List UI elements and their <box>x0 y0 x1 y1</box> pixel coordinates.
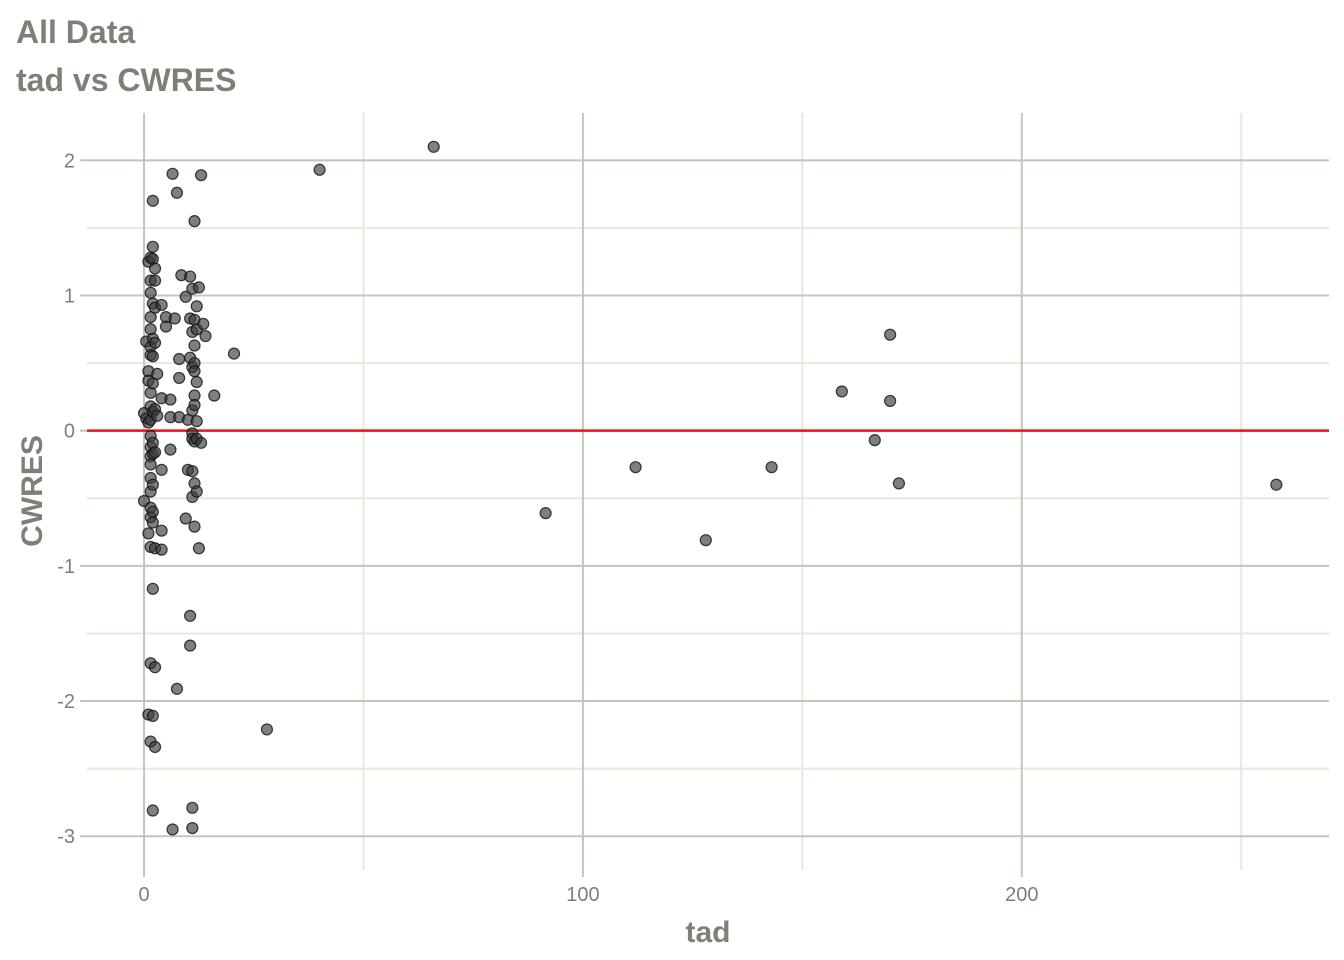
data-point <box>168 312 181 325</box>
data-point <box>146 478 159 491</box>
data-point <box>188 215 201 228</box>
data-point <box>884 394 897 408</box>
data-point <box>188 365 201 378</box>
data-point <box>190 485 203 498</box>
y-tick-label: -2 <box>57 691 75 713</box>
y-tick-label: 1 <box>64 285 75 307</box>
data-point <box>197 317 210 330</box>
data-point <box>166 167 179 180</box>
y-tick-label: 0 <box>64 421 75 443</box>
data-point <box>179 512 192 525</box>
data-point <box>164 393 177 406</box>
data-point <box>188 339 201 352</box>
data-point <box>868 434 881 447</box>
data-point <box>155 543 168 556</box>
data-point <box>148 262 162 275</box>
x-tick-label: 200 <box>1005 884 1038 906</box>
chart-title: All Data <box>16 14 136 50</box>
data-point <box>173 352 186 366</box>
data-point <box>148 740 162 754</box>
data-point <box>892 477 906 490</box>
data-point <box>190 375 203 389</box>
data-point <box>166 823 179 836</box>
x-tick-label: 0 <box>138 884 149 906</box>
data-point <box>148 336 162 349</box>
y-axis-title: CWRES <box>16 435 49 547</box>
data-point <box>155 463 168 476</box>
data-point <box>313 163 326 176</box>
major-gridlines <box>87 113 1329 870</box>
data-point <box>170 186 184 199</box>
data-point <box>184 609 197 622</box>
data-point <box>835 385 848 398</box>
data-point <box>146 709 159 722</box>
data-point <box>164 443 177 456</box>
data-point <box>155 524 168 537</box>
data-point <box>146 505 159 518</box>
data-point <box>144 286 157 299</box>
data-point <box>155 298 168 312</box>
x-tick-label: 100 <box>566 884 599 906</box>
data-point <box>151 367 164 380</box>
y-tick-label: 2 <box>64 150 75 172</box>
data-point <box>146 516 159 529</box>
data-point <box>148 274 162 287</box>
data-point <box>159 320 173 333</box>
data-point <box>170 682 184 695</box>
data-point <box>1270 478 1283 491</box>
data-point <box>146 350 159 363</box>
data-point <box>884 328 897 341</box>
data-point <box>146 582 159 595</box>
data-point <box>427 140 440 153</box>
data-point <box>188 398 201 412</box>
data-point <box>260 723 274 736</box>
chart-subtitle: tad vs CWRES <box>16 62 237 98</box>
data-point <box>144 458 157 471</box>
data-point <box>192 281 206 294</box>
data-point <box>208 389 221 402</box>
data-point <box>192 542 206 555</box>
y-tick-label: -3 <box>57 826 75 848</box>
data-point <box>190 415 203 428</box>
data-point <box>146 194 159 207</box>
data-point <box>227 347 241 360</box>
data-point <box>184 639 197 652</box>
data-point <box>195 169 208 182</box>
tick-labels: 0 100 200 -3 -2 -1 0 1 2 <box>57 150 1038 906</box>
data-point <box>146 804 159 817</box>
data-point <box>179 290 192 303</box>
data-point <box>190 300 203 313</box>
data-point <box>151 409 164 422</box>
data-point <box>195 436 208 449</box>
data-point <box>148 446 162 459</box>
data-point <box>188 520 201 533</box>
data-point <box>148 661 162 674</box>
data-point <box>186 465 199 478</box>
data-point <box>173 371 186 385</box>
data-point <box>146 240 159 253</box>
x-axis-title: tad <box>686 916 731 949</box>
data-point <box>765 461 778 474</box>
data-point <box>629 461 642 474</box>
data-point <box>184 270 197 283</box>
data-point <box>699 534 712 547</box>
axis-ticks <box>80 159 1023 877</box>
data-points <box>137 140 1283 836</box>
data-point <box>186 801 199 814</box>
data-point <box>539 507 552 520</box>
data-point <box>199 329 212 343</box>
y-tick-label: -1 <box>57 556 75 578</box>
data-point <box>142 527 155 540</box>
minor-gridlines <box>87 113 1329 870</box>
data-point <box>186 821 199 835</box>
